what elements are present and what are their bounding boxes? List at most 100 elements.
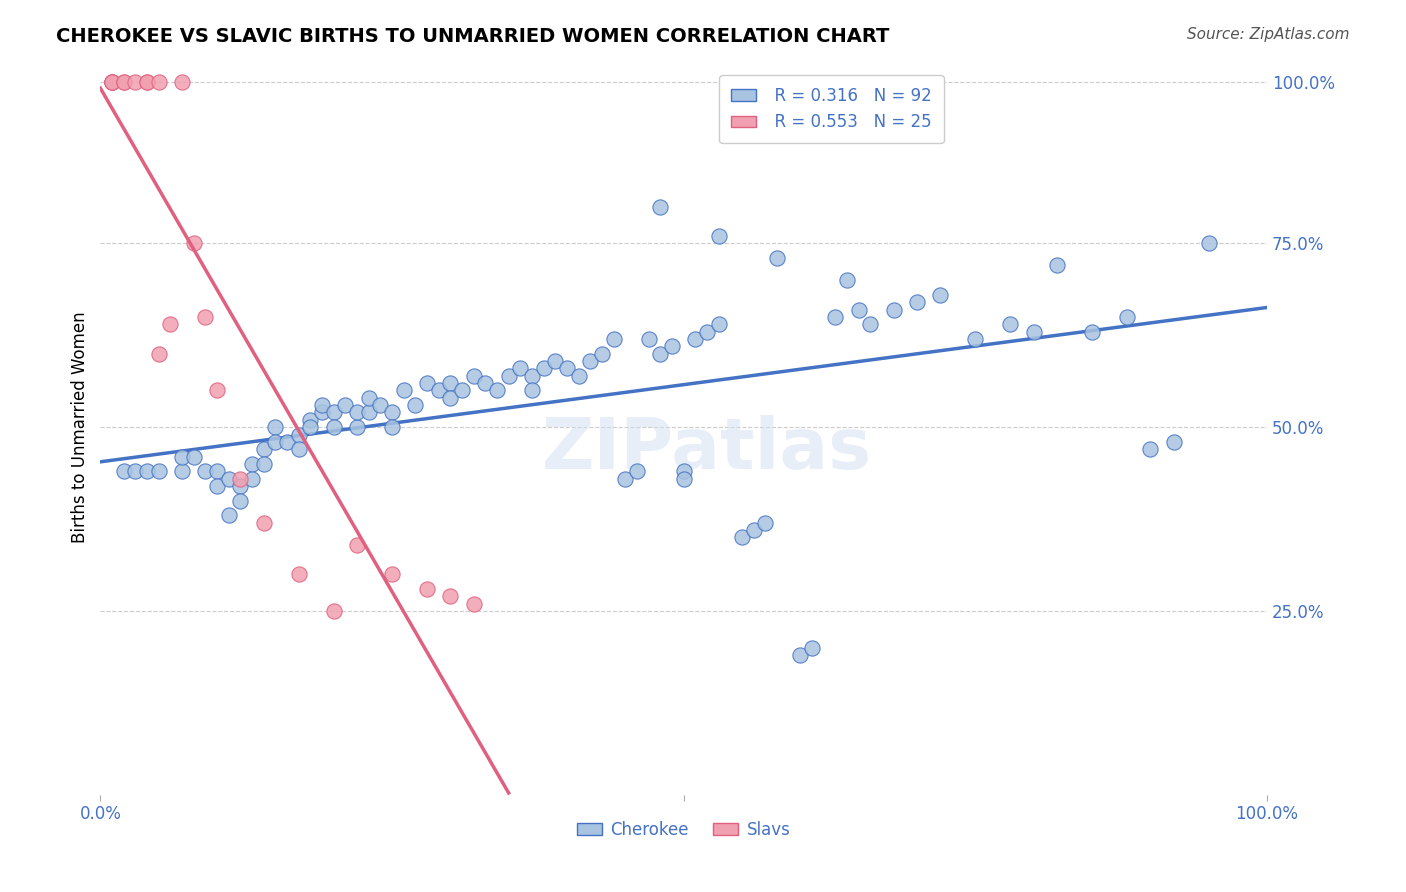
Point — [183, 450, 205, 464]
Point — [101, 75, 124, 89]
Point — [381, 405, 404, 419]
Point — [626, 464, 648, 478]
Point — [392, 384, 415, 398]
Point — [929, 288, 952, 302]
Point — [696, 325, 718, 339]
Point — [520, 384, 543, 398]
Point — [800, 640, 823, 655]
Point — [591, 346, 613, 360]
Point — [404, 398, 426, 412]
Point — [136, 75, 159, 89]
Point — [322, 604, 344, 618]
Point — [766, 251, 789, 265]
Point — [357, 405, 380, 419]
Point — [439, 376, 461, 390]
Point — [311, 405, 333, 419]
Point — [381, 567, 404, 582]
Point — [346, 405, 368, 419]
Point — [240, 472, 263, 486]
Point — [544, 354, 567, 368]
Point — [1163, 434, 1185, 449]
Point — [229, 493, 252, 508]
Point — [742, 523, 765, 537]
Point — [789, 648, 811, 662]
Point — [474, 376, 496, 390]
Point — [707, 229, 730, 244]
Point — [346, 538, 368, 552]
Point — [965, 332, 987, 346]
Point — [136, 75, 159, 89]
Point — [485, 384, 508, 398]
Point — [1081, 325, 1104, 339]
Point — [824, 310, 846, 324]
Point — [183, 236, 205, 251]
Point — [754, 516, 776, 530]
Point — [205, 384, 228, 398]
Point — [194, 310, 217, 324]
Point — [1198, 236, 1220, 251]
Point — [218, 472, 240, 486]
Point — [1139, 442, 1161, 457]
Point — [229, 479, 252, 493]
Point — [335, 398, 357, 412]
Point — [276, 434, 298, 449]
Text: Source: ZipAtlas.com: Source: ZipAtlas.com — [1187, 27, 1350, 42]
Point — [883, 302, 905, 317]
Point — [148, 346, 170, 360]
Point — [124, 464, 146, 478]
Point — [463, 597, 485, 611]
Point — [287, 427, 309, 442]
Point — [463, 368, 485, 383]
Point — [568, 368, 591, 383]
Point — [555, 361, 578, 376]
Point — [101, 75, 124, 89]
Point — [205, 464, 228, 478]
Point — [650, 200, 672, 214]
Point — [614, 472, 637, 486]
Point — [311, 398, 333, 412]
Point — [439, 589, 461, 603]
Point — [650, 346, 672, 360]
Point — [264, 434, 287, 449]
Legend: Cherokee, Slavs: Cherokee, Slavs — [569, 814, 797, 846]
Point — [299, 420, 322, 434]
Point — [1000, 317, 1022, 331]
Text: ZIPatlas: ZIPatlas — [541, 415, 872, 483]
Point — [533, 361, 555, 376]
Point — [1116, 310, 1139, 324]
Point — [672, 472, 695, 486]
Point — [661, 339, 683, 353]
Point — [253, 442, 276, 457]
Point — [253, 457, 276, 471]
Point — [101, 75, 124, 89]
Point — [357, 391, 380, 405]
Point — [159, 317, 181, 331]
Point — [509, 361, 531, 376]
Point — [264, 420, 287, 434]
Point — [240, 457, 263, 471]
Point — [170, 75, 193, 89]
Point — [416, 376, 439, 390]
Point — [148, 75, 170, 89]
Point — [170, 450, 193, 464]
Y-axis label: Births to Unmarried Women: Births to Unmarried Women — [72, 311, 89, 543]
Point — [136, 464, 159, 478]
Point — [498, 368, 520, 383]
Point — [731, 530, 754, 544]
Point — [835, 273, 858, 287]
Point — [112, 75, 135, 89]
Point — [253, 516, 276, 530]
Point — [170, 464, 193, 478]
Point — [205, 479, 228, 493]
Point — [579, 354, 602, 368]
Point — [148, 464, 170, 478]
Point — [112, 75, 135, 89]
Point — [346, 420, 368, 434]
Point — [672, 464, 695, 478]
Point — [637, 332, 659, 346]
Text: CHEROKEE VS SLAVIC BIRTHS TO UNMARRIED WOMEN CORRELATION CHART: CHEROKEE VS SLAVIC BIRTHS TO UNMARRIED W… — [56, 27, 890, 45]
Point — [1022, 325, 1045, 339]
Point — [859, 317, 882, 331]
Point — [368, 398, 391, 412]
Point — [427, 384, 450, 398]
